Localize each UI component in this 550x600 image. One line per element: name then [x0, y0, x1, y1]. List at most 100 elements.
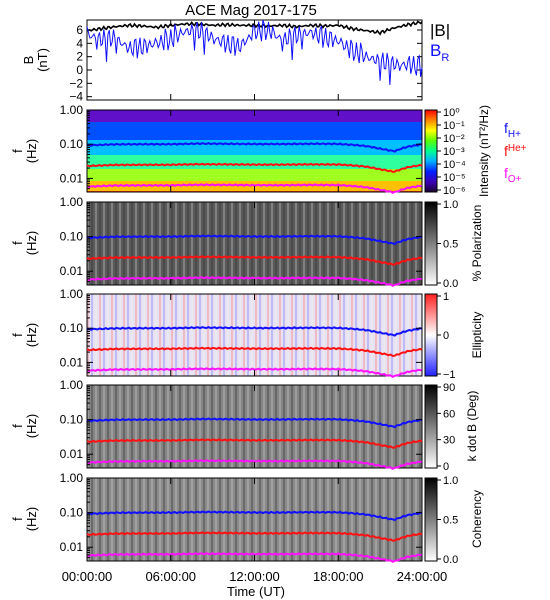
y-tick-label: 0 — [76, 63, 83, 77]
colorbar-tick-label: 10⁻² — [443, 133, 465, 145]
spectrogram-texture — [87, 202, 421, 285]
spectrogram-stripe — [143, 385, 145, 468]
spectrogram-stripe — [371, 478, 373, 561]
spectrogram-stripe — [263, 202, 265, 285]
y-tick-label: 1.00 — [60, 378, 84, 392]
spectrogram-stripe — [247, 478, 249, 561]
legend-B-total: |B| — [430, 21, 450, 40]
colorbar-ticks: 1.0 0.5 0.0 — [437, 199, 458, 290]
spectrogram-stripe — [179, 202, 181, 285]
spectrogram-stripe — [267, 385, 269, 468]
spectrogram-stripe — [95, 294, 97, 376]
spectrogram-stripe — [291, 385, 293, 468]
spectrogram-stripe — [251, 478, 253, 561]
spectrogram-stripe — [359, 478, 361, 561]
spectrogram-stripe — [407, 294, 409, 376]
panel-coherency: 1.00 0.10 0.01 f (Hz) 1.0 0.5 0.0 Coherency — [10, 471, 484, 566]
spectrogram-stripe — [95, 202, 97, 285]
spectrogram-stripe — [219, 294, 221, 376]
spectrogram-stripe — [355, 385, 357, 468]
spectrogram-stripe — [331, 478, 333, 561]
spectrogram-stripe — [231, 478, 233, 561]
y-tick-label: −2 — [69, 76, 83, 90]
y-tick-label: 0.10 — [60, 413, 84, 427]
spectrogram-stripe — [207, 478, 209, 561]
spectrogram-stripe — [187, 478, 189, 561]
colorbar-tick-label: 10⁻⁵ — [443, 172, 466, 184]
spectrogram-stripe — [91, 294, 93, 376]
y-axis-label-hz: (Hz) — [24, 323, 39, 348]
spectrogram-stripe — [235, 385, 237, 468]
spectrogram-stripe — [123, 478, 125, 561]
spectrogram-stripe — [107, 385, 109, 468]
spectrogram-band — [87, 169, 422, 181]
spectrogram-stripe — [163, 385, 165, 468]
panel-intensity: 1.000.100.01 f (Hz) 10⁰10⁻¹10⁻²10⁻³10⁻⁴1… — [10, 103, 527, 197]
panel-polarization: 1.00 0.10 0.01 f (Hz) 1.0 0.5 0.0 % Polariza… — [10, 195, 484, 290]
spectrogram-stripe — [319, 294, 321, 376]
gyro-line-fH — [86, 417, 423, 429]
spectrogram-stripe — [363, 294, 365, 376]
spectrogram-stripe — [115, 478, 117, 561]
spectrogram-stripe — [167, 294, 169, 376]
spectrogram-stripe — [87, 294, 89, 376]
spectrogram-stripe — [379, 294, 381, 376]
spectrogram-stripe — [131, 478, 133, 561]
spectrogram-stripe — [411, 294, 413, 376]
spectrogram-stripe — [351, 294, 353, 376]
spectrogram-stripe — [99, 385, 101, 468]
colorbar-tick-label: −1 — [443, 369, 456, 381]
spectrogram-stripe — [323, 202, 325, 285]
spectrogram-stripe — [175, 202, 177, 285]
colorbar-tick-label: 1 — [443, 291, 449, 303]
spectrogram-stripe — [359, 294, 361, 376]
spectrogram-stripe — [411, 202, 413, 285]
spectrogram-stripe — [379, 478, 381, 561]
spectrogram-stripe — [415, 202, 417, 285]
x-tick-label: 12:00:00 — [229, 569, 280, 584]
spectrogram-stripe — [291, 202, 293, 285]
spectrogram-stripe — [299, 385, 301, 468]
spectrogram-stripe — [279, 478, 281, 561]
spectrogram-stripe — [283, 294, 285, 376]
spectrogram-stripe — [239, 385, 241, 468]
spectrogram-stripe — [227, 202, 229, 285]
spectrogram-stripe — [399, 385, 401, 468]
spectrogram-stripe — [99, 478, 101, 561]
spectrogram-stripe — [215, 385, 217, 468]
spectrogram-stripe — [367, 294, 369, 376]
spectrogram-stripe — [335, 478, 337, 561]
gyro-line-fO — [86, 367, 422, 378]
spectrogram-stripe — [223, 385, 225, 468]
spectrogram-stripe — [183, 385, 185, 468]
spectrogram-stripe — [419, 478, 421, 561]
spectrogram-stripe — [87, 385, 89, 468]
y-tick-label: 0.01 — [60, 355, 84, 369]
spectrogram-stripe — [307, 385, 309, 468]
spectrogram-stripe — [199, 385, 201, 468]
spectrogram-stripe — [351, 202, 353, 285]
spectrogram-stripe — [103, 478, 105, 561]
spectrogram-stripe — [87, 202, 89, 285]
gyro-line-fH — [86, 326, 423, 337]
spectrogram-stripe — [411, 478, 413, 561]
y-axis-label-f: f — [10, 424, 25, 428]
y-tick-label: 1.00 — [60, 195, 84, 209]
spectrogram-stripe — [311, 294, 313, 376]
spectrogram-stripe — [259, 202, 261, 285]
legend-B-R: BR — [430, 41, 449, 64]
colorbar-ticks: 1 0 −1 — [437, 291, 456, 381]
colorbar-label-polarization: % Polarization — [470, 205, 484, 282]
spectrogram-stripe — [243, 478, 245, 561]
spectrogram-stripe — [127, 294, 129, 376]
spectrogram-stripe — [399, 478, 401, 561]
spectrogram-stripe — [267, 294, 269, 376]
spectrogram-stripe — [211, 385, 213, 468]
spectrogram-stripe — [311, 202, 313, 285]
spectrogram-stripe — [135, 478, 137, 561]
spectrogram-stripe — [115, 385, 117, 468]
gyro-lines — [86, 417, 423, 470]
spectrogram-stripe — [131, 294, 133, 376]
spectrogram-stripe — [251, 385, 253, 468]
